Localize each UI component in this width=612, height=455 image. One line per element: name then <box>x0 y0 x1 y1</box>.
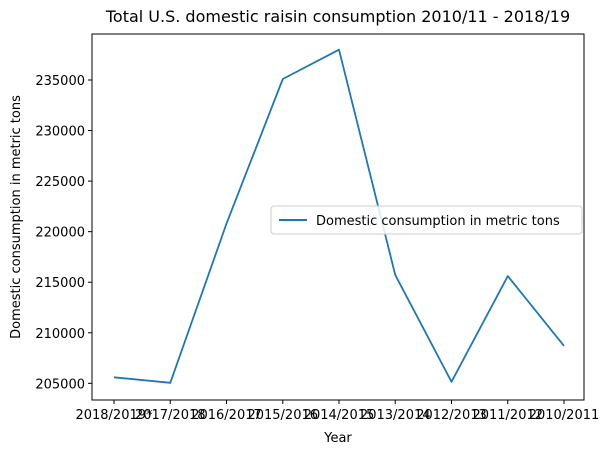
x-tick-label: 2012/2013 <box>416 408 487 423</box>
y-tick-label: 205000 <box>35 377 85 392</box>
x-tick-label: 2013/2014 <box>360 408 431 423</box>
x-axis: 2018/2019*2017/20182016/20172015/2016201… <box>75 400 599 423</box>
y-axis: 205000 210000 215000 220000 225000 230000 2350… <box>35 74 92 392</box>
x-axis-title: Year <box>323 431 352 446</box>
x-tick-label: 2018/2019* <box>75 408 153 423</box>
legend-box <box>270 205 583 235</box>
y-tick-label: 210000 <box>35 327 85 342</box>
y-tick-label: 225000 <box>35 175 85 190</box>
series-line <box>113 48 565 384</box>
y-tick-label: 230000 <box>35 125 85 140</box>
x-tick-label: 2017/2018 <box>135 408 206 423</box>
y-tick-label: 235000 <box>35 74 85 89</box>
legend-label: Domestic consumption in metric tons <box>316 214 560 229</box>
x-tick-label: 2015/2016 <box>247 408 318 423</box>
y-tick-label: 220000 <box>35 226 85 241</box>
legend: Domestic consumption in metric tons <box>270 205 583 235</box>
y-tick-label: 215000 <box>35 276 85 291</box>
chart-title: Total U.S. domestic raisin consumption 2… <box>105 7 570 26</box>
x-tick-label: 2010/2011 <box>529 408 600 423</box>
x-tick-label: 2016/2017 <box>191 408 262 423</box>
x-tick-label: 2011/2012 <box>472 408 543 423</box>
y-axis-title: Domestic consumption in metric tons <box>9 95 24 339</box>
x-tick-label: 2014/2015 <box>304 408 375 423</box>
series-layer <box>113 48 565 384</box>
plot-frame <box>91 33 585 401</box>
